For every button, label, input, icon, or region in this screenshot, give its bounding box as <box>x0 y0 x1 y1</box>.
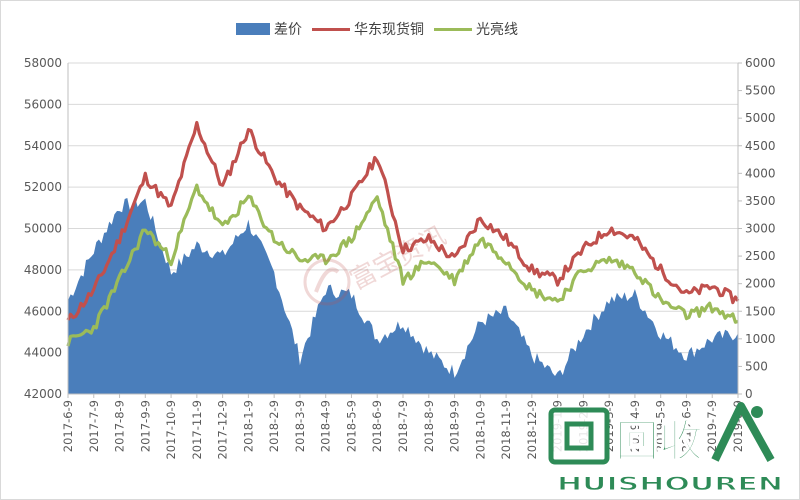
right-axis-tick-label: 2500 <box>745 249 776 263</box>
x-axis-tick-label: 2019-6-9 <box>679 400 693 452</box>
x-axis-tick-label: 2018-11-9 <box>499 400 513 460</box>
line-series-layer <box>66 120 740 347</box>
x-axis-tick-label: 2018-2-9 <box>267 400 281 452</box>
right-axis-tick-label: 4500 <box>745 139 776 153</box>
right-axis-tick-label: 4000 <box>745 166 776 180</box>
left-axis-tick-label: 56000 <box>24 97 62 111</box>
left-axis-tick-label: 54000 <box>24 139 62 153</box>
right-axis-tick-label: 3500 <box>745 194 776 208</box>
x-axis-tick-label: 2018-12-9 <box>525 400 539 460</box>
left-axis-tick-label: 50000 <box>24 222 62 236</box>
right-axis-tick-label: 5500 <box>745 84 776 98</box>
x-axis-tick-label: 2019-7-9 <box>705 400 719 452</box>
legend-label-bright-wire: 光亮线 <box>476 22 518 38</box>
x-axis-tick-label: 2018-3-9 <box>293 400 307 452</box>
legend-swatch-bright-wire <box>434 27 472 31</box>
x-axis-tick-label: 2018-1-9 <box>241 400 255 452</box>
left-axis-tick-label: 44000 <box>24 346 62 360</box>
legend-item-spread: 差价 <box>236 19 302 39</box>
spread-area <box>68 196 738 394</box>
area-series-layer <box>68 196 738 394</box>
legend-swatch-copper <box>312 27 350 31</box>
x-axis-tick-label: 2017-10-9 <box>164 400 178 460</box>
right-axis-tick-label: 0 <box>745 387 753 401</box>
x-axis-tick-label: 2017-6-9 <box>61 400 75 452</box>
right-axis-tick-label: 3000 <box>745 222 776 236</box>
legend-label-copper: 华东现货铜 <box>354 22 424 38</box>
legend-swatch-spread <box>236 23 270 35</box>
recycle-box-icon <box>548 407 610 465</box>
x-axis-tick-label: 2018-10-9 <box>473 400 487 460</box>
left-axis-tick-label: 42000 <box>24 387 62 401</box>
x-axis-tick-label: 2017-8-9 <box>113 400 127 452</box>
right-axis-tick-label: 1500 <box>745 304 776 318</box>
x-axis-tick-label: 2017-7-9 <box>87 400 101 452</box>
copper-price-line <box>66 120 740 321</box>
x-axis-tick-label: 2018-7-9 <box>396 400 410 452</box>
x-axis-tick-label: 2018-9-9 <box>448 400 462 452</box>
right-axis-tick-label: 2000 <box>745 277 776 291</box>
chart-axes: 4200044000460004800050000520005400056000… <box>24 56 776 460</box>
bright-wire-line <box>66 183 739 347</box>
legend-item-copper: 华东现货铜 <box>312 19 424 39</box>
right-axis-tick-label: 500 <box>745 359 768 373</box>
left-axis-tick-label: 58000 <box>24 56 62 70</box>
right-axis-tick-label: 5000 <box>745 111 776 125</box>
x-axis-tick-label: 2018-4-9 <box>319 400 333 452</box>
x-axis-tick-label: 2017-9-9 <box>138 400 152 452</box>
right-axis-tick-label: 6000 <box>745 56 776 70</box>
left-axis-tick-label: 46000 <box>24 304 62 318</box>
legend-item-bright-wire: 光亮线 <box>434 19 518 39</box>
x-axis-tick-label: 2018-8-9 <box>422 400 436 452</box>
legend-label-spread: 差价 <box>274 22 302 38</box>
x-axis-tick-label: 2019-5-9 <box>654 400 668 452</box>
x-axis-tick-label: 2017-12-9 <box>216 400 230 460</box>
watermark-brand-text: HUISHOUREN <box>557 473 783 495</box>
x-axis-tick-label: 2018-5-9 <box>344 400 358 452</box>
x-axis-tick-label: 2018-6-9 <box>370 400 384 452</box>
chart-legend: 差价 华东现货铜 光亮线 <box>236 19 528 39</box>
left-axis-tick-label: 48000 <box>24 263 62 277</box>
right-axis-tick-label: 1000 <box>745 332 776 346</box>
watermark-icon-text: 回收 <box>615 416 703 467</box>
left-axis-tick-label: 52000 <box>24 180 62 194</box>
recycle-person-icon <box>711 402 775 462</box>
x-axis-tick-label: 2017-11-9 <box>190 400 204 460</box>
recycle-watermark: 回收 HUISHOUREN <box>548 402 784 496</box>
x-axis-tick-label: 2019-4-9 <box>628 400 642 452</box>
